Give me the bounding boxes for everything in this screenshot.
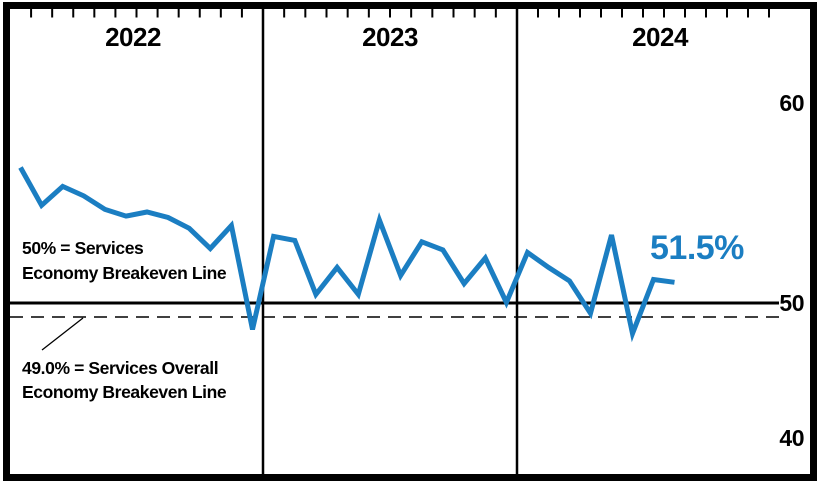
annotation-50-line1: 50% = Services — [22, 238, 144, 258]
current-value-label: 51.5% — [650, 229, 744, 267]
year-label-2023: 2023 — [362, 22, 418, 52]
ytick-50: 50 — [779, 290, 804, 316]
annotation-49-line1: 49.0% = Services Overall — [22, 358, 218, 378]
plot-frame-border — [3, 2, 817, 481]
ytick-60: 60 — [779, 90, 804, 116]
annotation-50-line2: Economy Breakeven Line — [22, 263, 227, 283]
annotation-49-line2: Economy Breakeven Line — [22, 382, 227, 402]
services-index-line — [18, 166, 675, 343]
annotation-pointer-line — [41, 317, 84, 351]
year-label-2022: 2022 — [105, 22, 161, 52]
ytick-40: 40 — [779, 425, 804, 451]
year-label-2024: 2024 — [632, 22, 689, 52]
month-tick-marks — [30, 9, 770, 18]
